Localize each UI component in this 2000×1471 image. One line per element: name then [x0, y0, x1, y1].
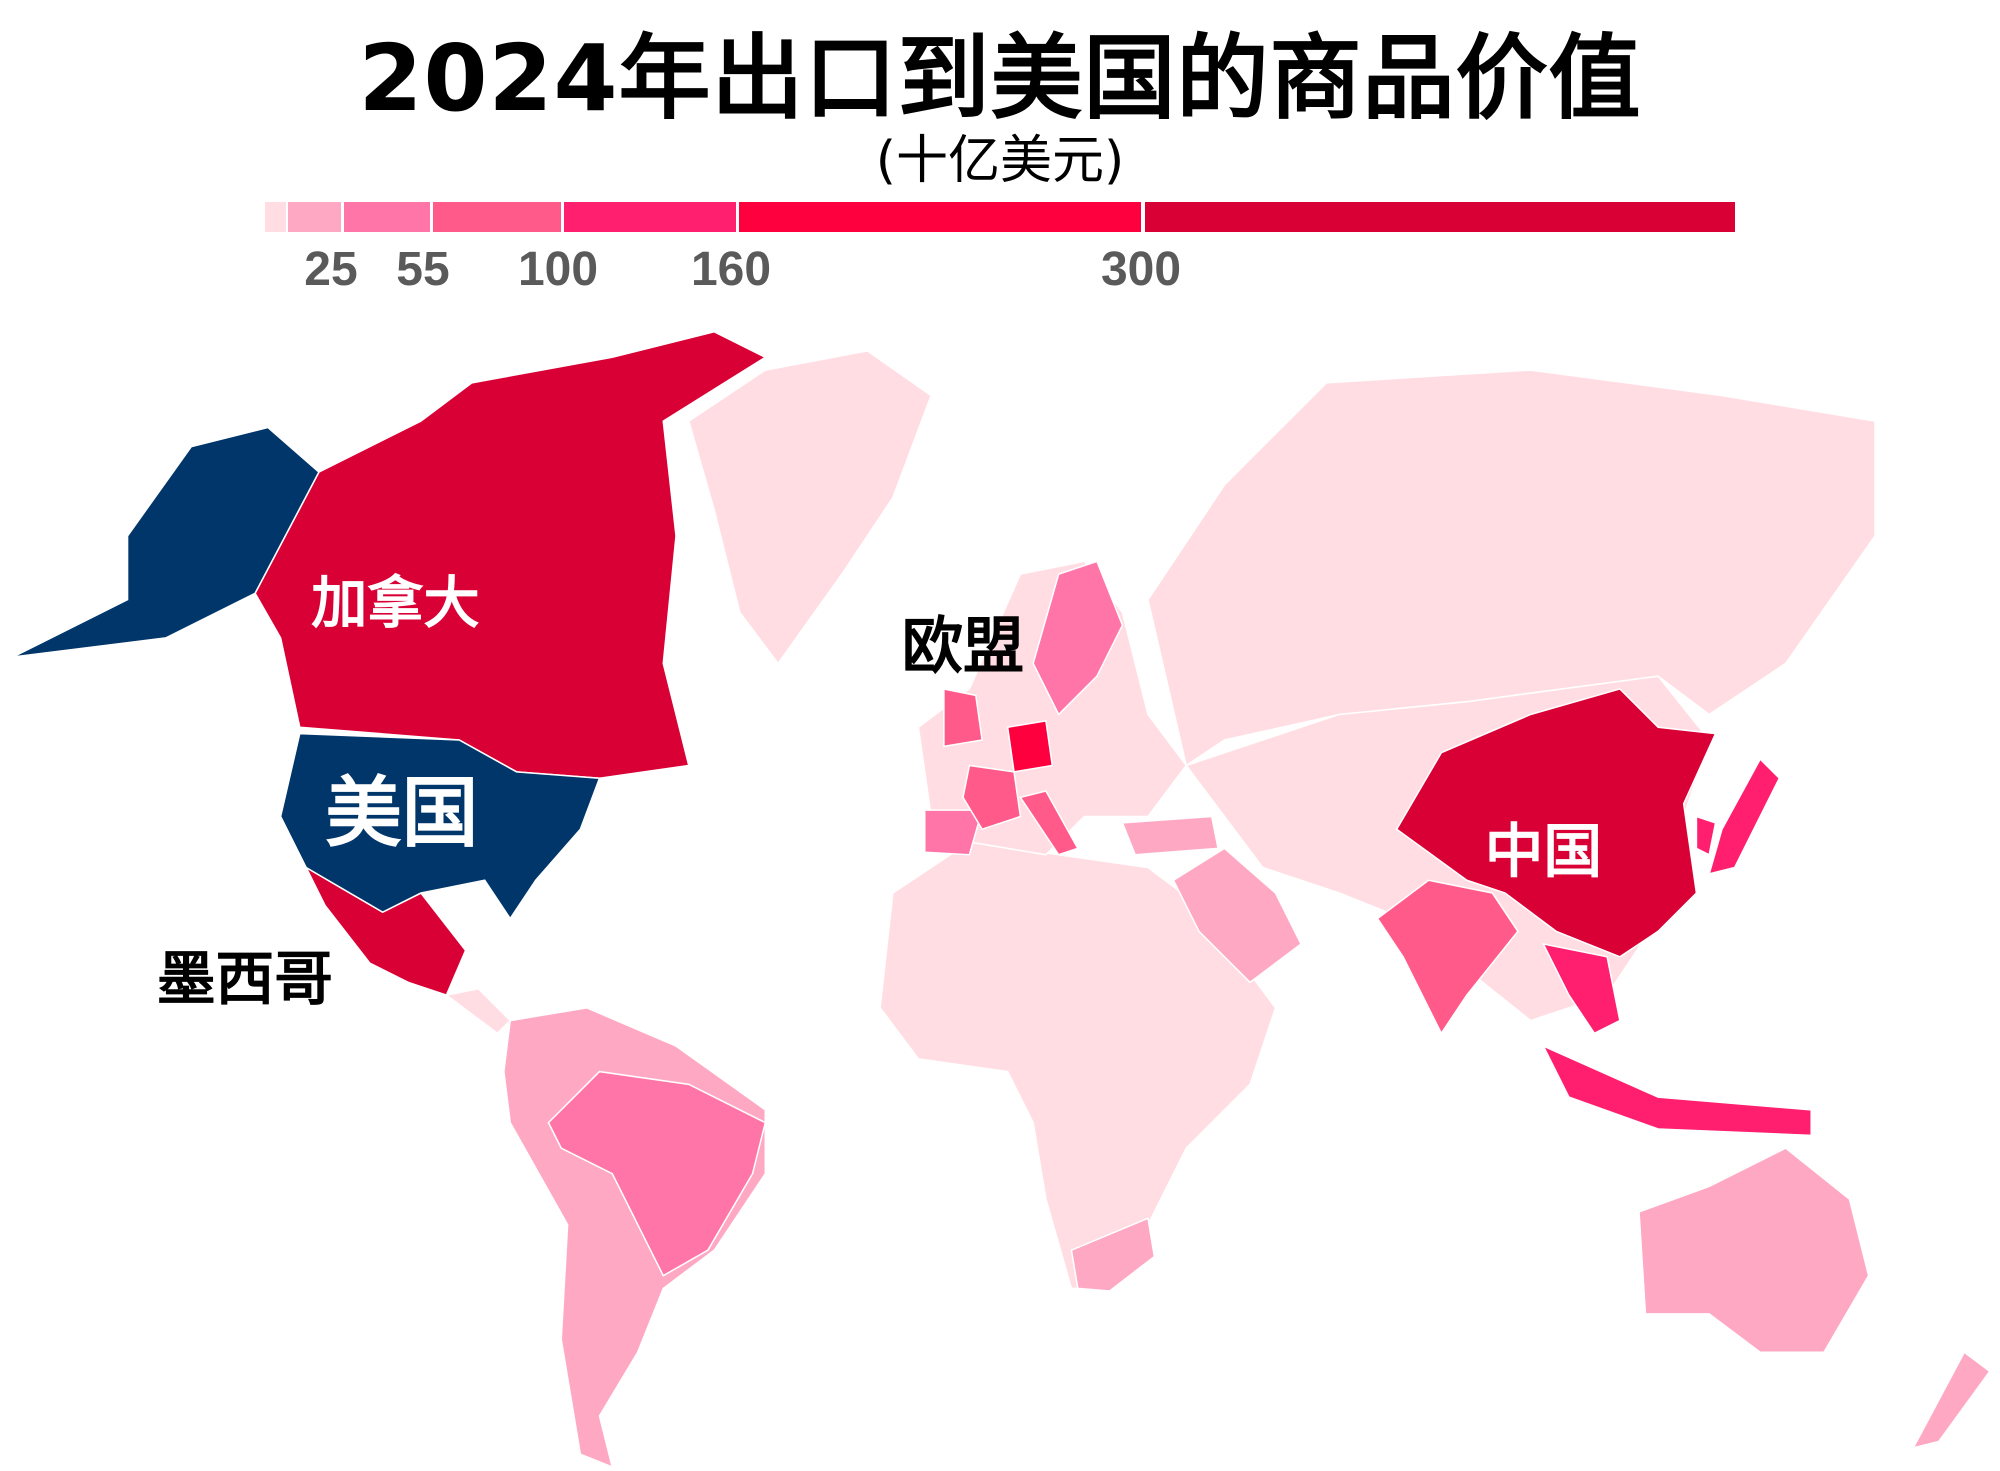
label-mexico: 墨西哥	[157, 945, 333, 1013]
scandinavia	[1032, 560, 1124, 716]
germany	[1006, 719, 1054, 773]
southeast-asia	[1541, 942, 1621, 1035]
label-usa: 美国	[325, 769, 478, 858]
legend-tick: 25	[304, 243, 358, 296]
turkey	[1121, 815, 1220, 856]
brazil	[547, 1070, 767, 1277]
greenland	[687, 350, 933, 665]
legend-tick: 55	[396, 243, 450, 296]
australia	[1638, 1147, 1870, 1353]
legend-bin-4	[564, 202, 736, 232]
label-china: 中国	[1485, 817, 1602, 885]
label-canada: 加拿大	[311, 572, 479, 637]
japan	[1708, 757, 1781, 875]
italy	[1019, 790, 1079, 856]
legend-bin-0	[265, 202, 286, 232]
legend-bin-5	[739, 202, 1141, 232]
canada	[254, 330, 767, 779]
legend-tick: 300	[1100, 243, 1182, 296]
legend-bin-6	[1145, 202, 1735, 232]
color-legend: 25 55 100 160 300	[265, 202, 1735, 296]
south-africa	[1070, 1217, 1156, 1292]
alaska	[12, 426, 320, 658]
china	[1395, 688, 1717, 958]
korea	[1695, 815, 1717, 856]
legend-tick: 100	[517, 243, 599, 296]
saudi-arabia	[1172, 847, 1302, 984]
legend-bin-1	[288, 202, 341, 232]
indonesia	[1541, 1044, 1812, 1137]
legend-bin-3	[433, 202, 561, 232]
map-subtitle: (十亿美元)	[875, 131, 1125, 191]
russia-asia	[1147, 369, 1876, 767]
new-zealand	[1911, 1351, 1991, 1450]
france	[962, 764, 1022, 831]
label-eu: 欧盟	[902, 611, 1024, 682]
uk	[943, 688, 984, 748]
map-title: 2024年出口到美国的商品价值	[358, 25, 1642, 132]
central-america	[444, 987, 512, 1035]
spain	[923, 809, 984, 856]
usa	[279, 732, 601, 920]
legend-bin-2	[344, 202, 430, 232]
india	[1376, 879, 1519, 1035]
legend-tick: 160	[690, 243, 772, 296]
